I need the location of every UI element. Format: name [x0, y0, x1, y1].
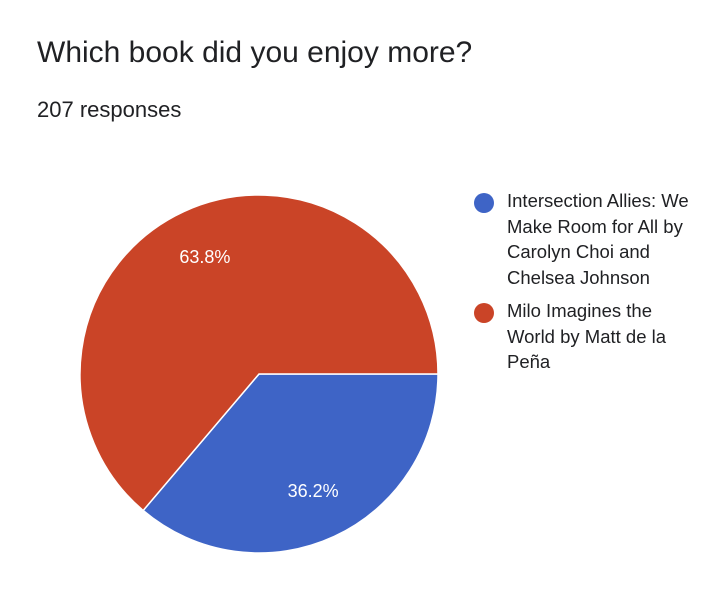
chart-legend: Intersection Allies: We Make Room for Al… [474, 188, 700, 383]
legend-swatch-blue [474, 193, 494, 213]
legend-swatch-red [474, 303, 494, 323]
slice-percent-label-1: 63.8% [179, 247, 230, 267]
slice-percent-label-0: 36.2% [288, 481, 339, 501]
response-count: 207 responses [37, 97, 182, 122]
legend-item-intersection-allies[interactable]: Intersection Allies: We Make Room for Al… [474, 188, 700, 290]
question-title: Which book did you enjoy more? [37, 36, 473, 69]
pie-slice-1[interactable] [79, 194, 439, 512]
legend-label: Milo Imagines the World by Matt de la Pe… [507, 300, 667, 372]
legend-label: Intersection Allies: We Make Room for Al… [507, 190, 689, 288]
legend-item-milo-imagines[interactable]: Milo Imagines the World by Matt de la Pe… [474, 298, 700, 375]
pie-slice-0[interactable] [142, 373, 439, 554]
